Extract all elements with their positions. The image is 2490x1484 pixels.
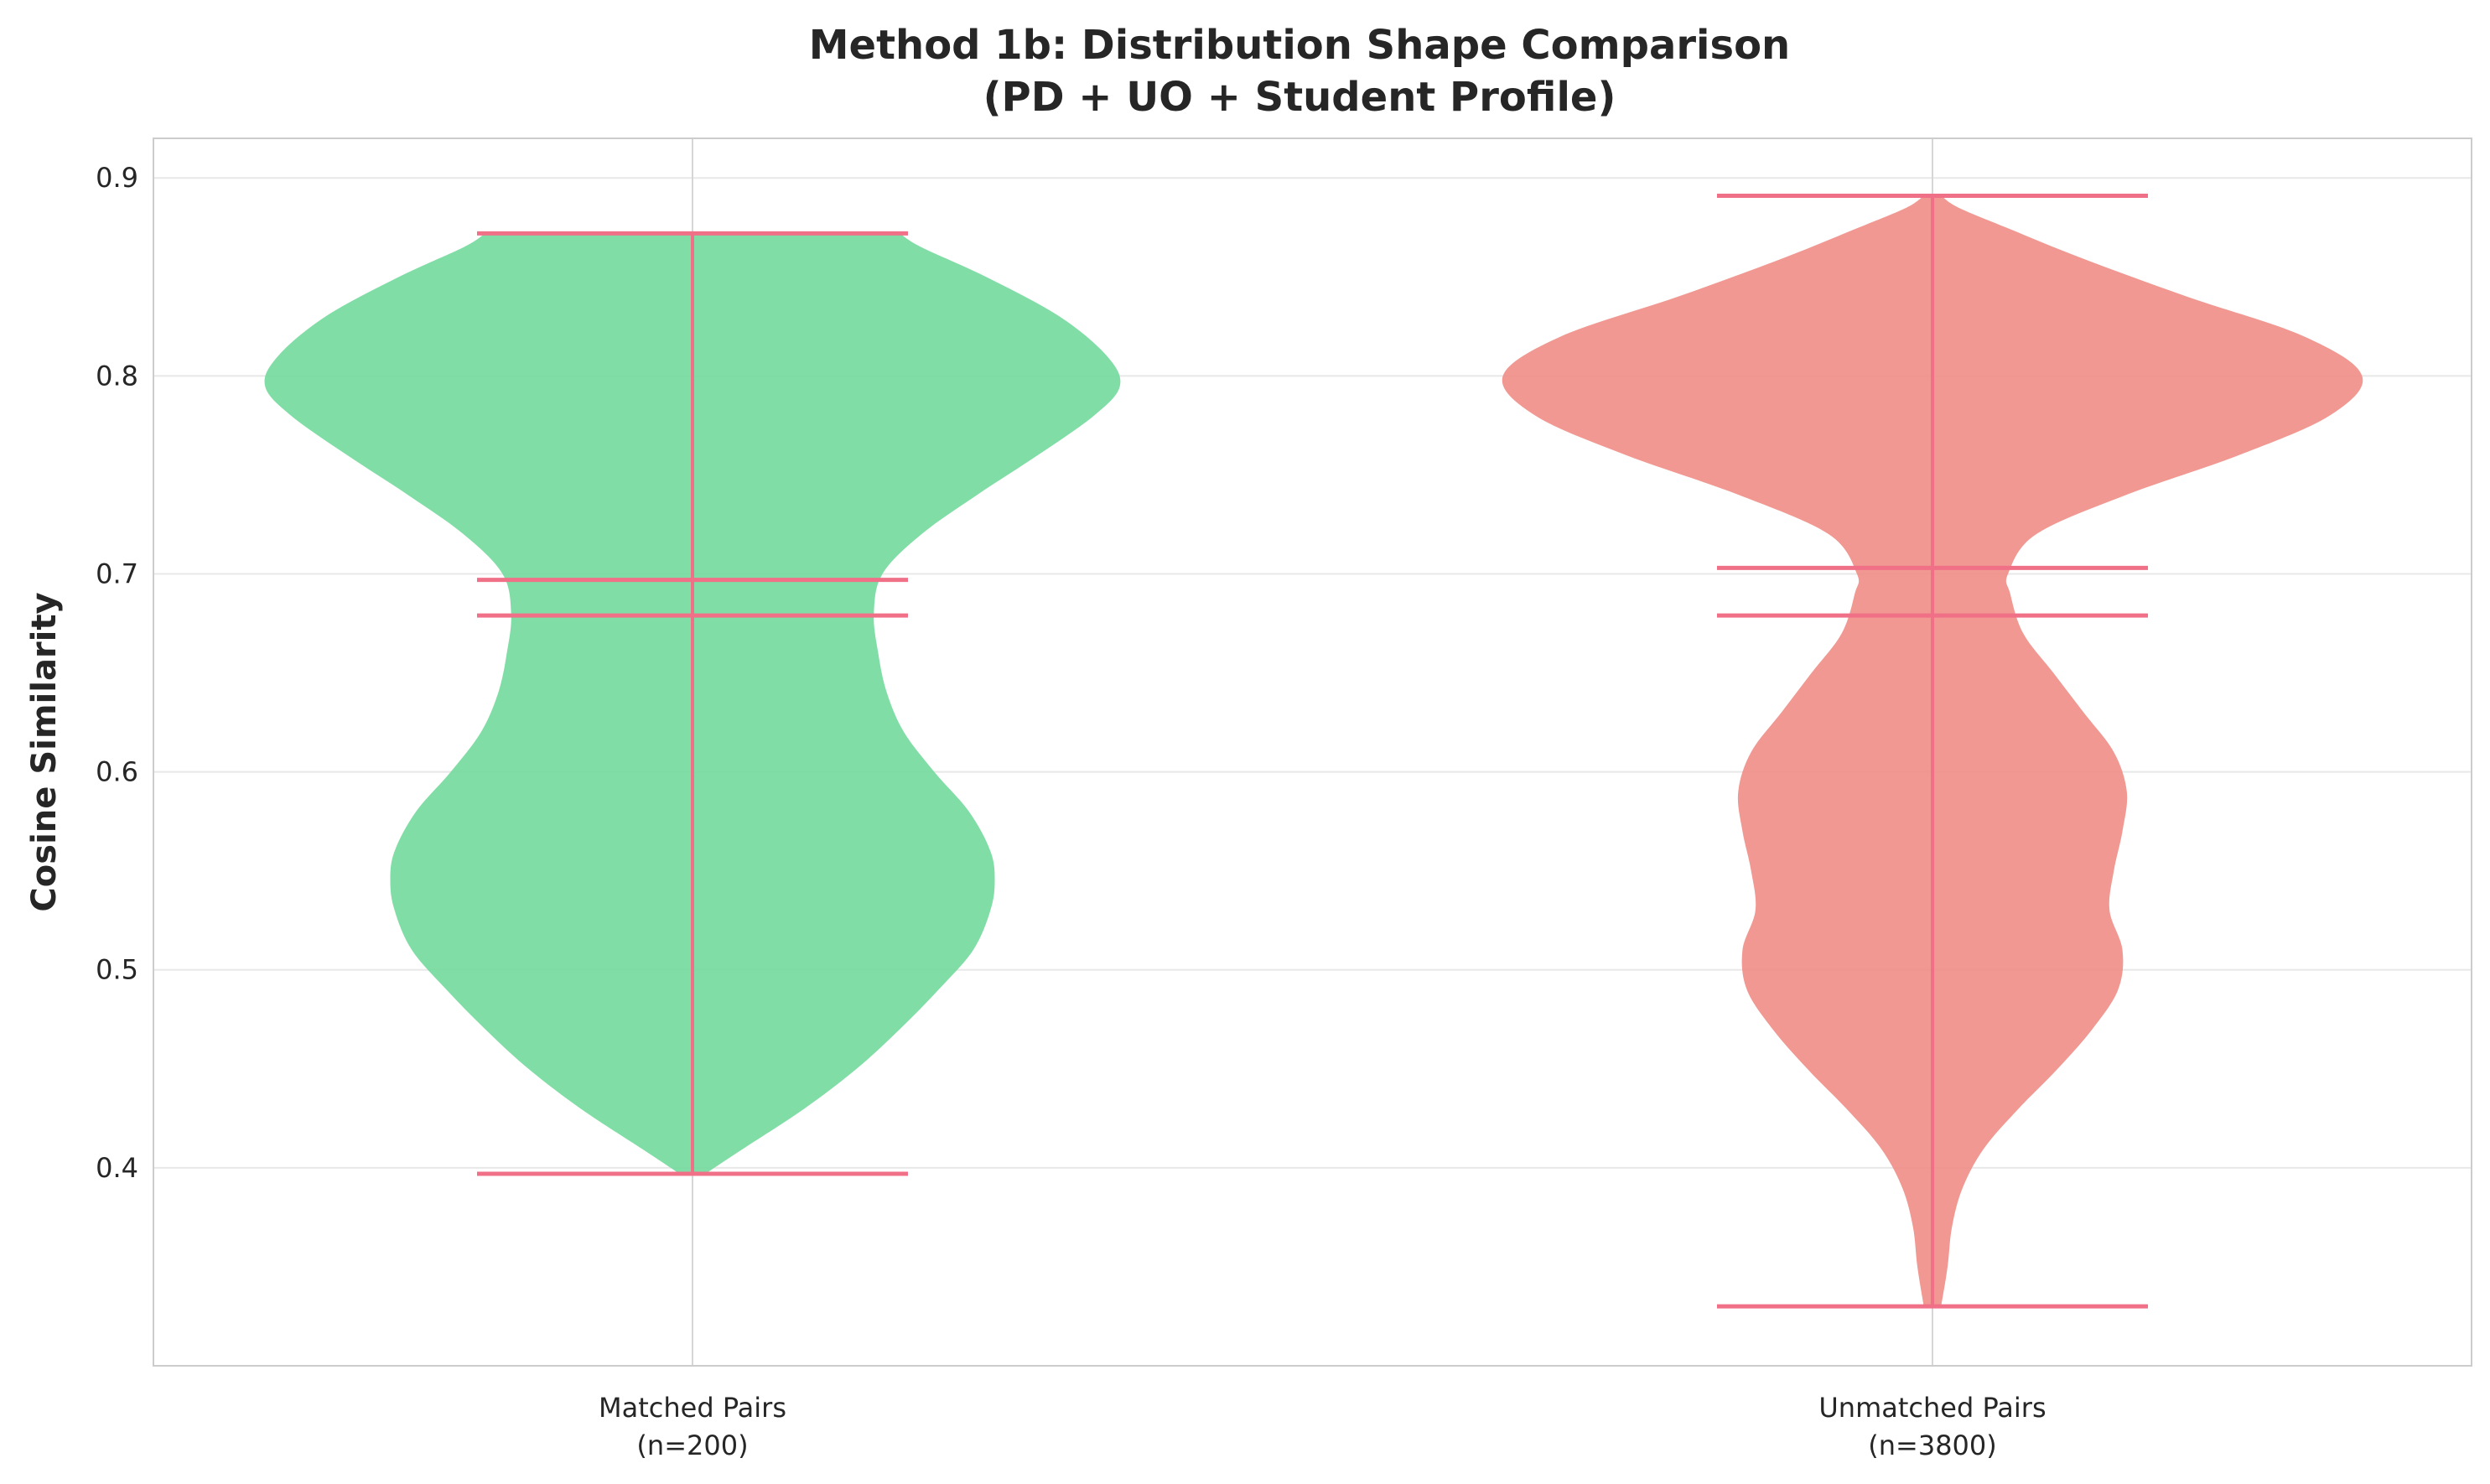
x-tick-label-count: (n=3800) bbox=[1868, 1430, 1997, 1461]
y-tick-label: 0.7 bbox=[96, 558, 138, 589]
x-tick-label: Matched Pairs bbox=[599, 1392, 786, 1424]
chart-title-line-2: (PD + UO + Student Profile) bbox=[983, 74, 1616, 121]
y-axis-label: Cosine Similarity bbox=[25, 592, 64, 911]
y-tick-label: 0.5 bbox=[96, 954, 138, 986]
chart-title-line-1: Method 1b: Distribution Shape Comparison bbox=[809, 22, 1790, 69]
x-tick-label: Unmatched Pairs bbox=[1818, 1392, 2046, 1424]
y-tick-label: 0.6 bbox=[96, 756, 138, 788]
plot-frame bbox=[153, 138, 2472, 1367]
y-ticks: 0.4 0.5 0.6 0.7 0.8 0.9 bbox=[96, 162, 138, 1184]
y-tick-label: 0.4 bbox=[96, 1152, 138, 1184]
y-tick-label: 0.9 bbox=[96, 162, 138, 194]
x-tick-label-count: (n=200) bbox=[636, 1430, 748, 1461]
y-tick-label: 0.8 bbox=[96, 360, 138, 392]
violins bbox=[264, 193, 2363, 1309]
x-ticks: Matched Pairs (n=200) Unmatched Pairs (n=38… bbox=[599, 1392, 2046, 1461]
